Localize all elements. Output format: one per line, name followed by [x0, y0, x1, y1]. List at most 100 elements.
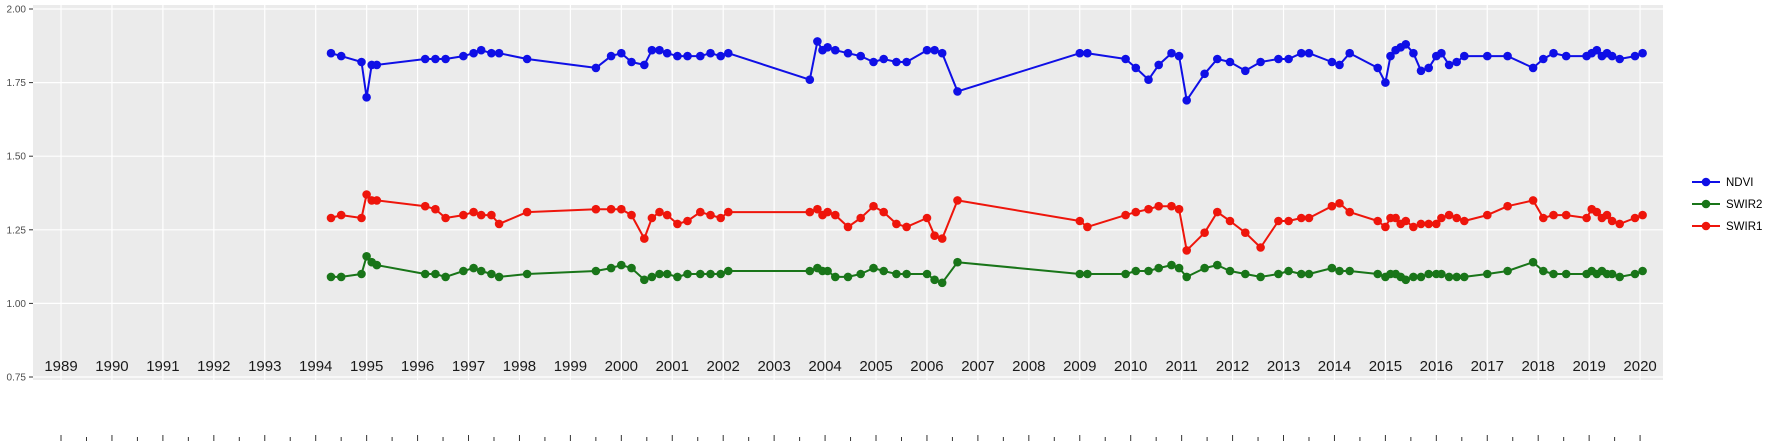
data-point-SWIR2 [1607, 269, 1617, 279]
data-point-SWIR2 [1256, 272, 1265, 282]
data-point-NDVI [1241, 66, 1250, 76]
x-tick-label: 2009 [1063, 358, 1096, 375]
data-point-SWIR1 [431, 204, 440, 214]
data-point-SWIR1 [892, 219, 901, 229]
data-point-SWIR2 [922, 269, 932, 279]
data-point-SWIR2 [1483, 269, 1492, 279]
data-point-NDVI [1154, 60, 1163, 70]
data-point-SWIR1 [1539, 213, 1548, 223]
data-point-SWIR2 [662, 269, 672, 279]
x-tick-label: 1994 [299, 358, 332, 375]
data-point-SWIR1 [469, 207, 478, 217]
data-point-NDVI [1274, 54, 1283, 64]
x-tick-label: 1993 [248, 358, 281, 375]
data-point-SWIR1 [1213, 207, 1222, 217]
data-point-SWIR1 [1602, 210, 1612, 220]
data-point-SWIR2 [1460, 272, 1469, 282]
data-point-SWIR1 [617, 204, 626, 214]
data-point-SWIR1 [1615, 219, 1624, 229]
data-point-SWIR2 [1075, 269, 1085, 279]
data-point-NDVI [1200, 69, 1209, 79]
data-point-SWIR2 [441, 272, 450, 282]
data-point-NDVI [1131, 63, 1141, 73]
data-point-SWIR2 [469, 263, 478, 273]
data-point-SWIR2 [1437, 269, 1446, 279]
data-point-SWIR1 [487, 210, 496, 220]
data-point-SWIR2 [655, 269, 664, 279]
data-point-SWIR1 [357, 213, 366, 223]
legend-label: NDVI [1726, 177, 1753, 189]
data-point-SWIR2 [1304, 269, 1314, 279]
data-point-SWIR1 [831, 210, 840, 220]
data-point-NDVI [1121, 54, 1130, 64]
data-point-SWIR2 [1241, 269, 1250, 279]
data-point-SWIR2 [716, 269, 725, 279]
data-point-SWIR2 [1630, 269, 1640, 279]
data-point-SWIR2 [1213, 260, 1222, 270]
data-point-SWIR2 [1083, 269, 1092, 279]
data-point-SWIR1 [1452, 213, 1461, 223]
data-point-SWIR2 [1345, 266, 1354, 276]
y-tick-label: 1.75 [7, 78, 27, 89]
data-point-SWIR2 [372, 260, 382, 270]
data-point-SWIR2 [522, 269, 532, 279]
data-point-NDVI [1409, 48, 1418, 58]
data-point-SWIR2 [420, 269, 430, 279]
data-point-SWIR1 [1345, 207, 1354, 217]
data-point-SWIR1 [1304, 213, 1314, 223]
data-point-SWIR1 [1561, 210, 1571, 220]
data-point-NDVI [494, 48, 504, 58]
data-point-SWIR1 [1424, 219, 1433, 229]
data-point-SWIR1 [1335, 199, 1344, 208]
data-point-SWIR1 [591, 204, 601, 214]
data-point-SWIR2 [1121, 269, 1130, 279]
data-point-SWIR2 [683, 269, 692, 279]
data-point-SWIR1 [459, 210, 468, 220]
data-point-SWIR1 [1437, 213, 1446, 223]
data-point-NDVI [1213, 54, 1222, 64]
data-point-SWIR1 [1284, 216, 1293, 226]
data-point-NDVI [716, 51, 725, 61]
data-point-NDVI [673, 51, 682, 61]
data-point-SWIR2 [1167, 260, 1176, 270]
data-point-SWIR1 [673, 219, 682, 229]
x-tick-label: 2013 [1267, 358, 1300, 375]
data-point-SWIR2 [892, 269, 901, 279]
data-point-NDVI [1528, 63, 1538, 73]
x-tick-label: 2001 [656, 358, 689, 375]
data-point-SWIR2 [724, 266, 733, 276]
data-point-SWIR1 [856, 213, 865, 223]
data-point-SWIR1 [372, 196, 382, 205]
data-point-NDVI [1503, 51, 1512, 61]
data-point-SWIR2 [1327, 263, 1337, 273]
data-point-SWIR2 [617, 260, 626, 270]
data-point-SWIR1 [1167, 201, 1176, 211]
data-point-NDVI [1256, 57, 1265, 67]
data-point-NDVI [1304, 48, 1314, 58]
data-point-SWIR2 [869, 263, 878, 273]
data-point-SWIR1 [683, 216, 692, 226]
data-point-SWIR2 [1539, 266, 1548, 276]
data-point-SWIR1 [362, 190, 371, 199]
data-point-NDVI [922, 45, 932, 55]
data-point-NDVI [696, 51, 705, 61]
data-point-SWIR1 [937, 234, 947, 243]
x-tick-label: 2010 [1114, 358, 1147, 375]
data-point-SWIR1 [1256, 243, 1265, 252]
data-point-SWIR1 [1154, 201, 1163, 211]
data-point-SWIR1 [696, 207, 705, 217]
x-tick-label: 2011 [1166, 358, 1198, 375]
data-point-SWIR1 [606, 204, 616, 214]
data-point-NDVI [1460, 51, 1469, 61]
data-point-SWIR2 [673, 272, 682, 282]
data-point-SWIR2 [431, 269, 440, 279]
data-point-SWIR1 [1549, 210, 1558, 220]
data-point-NDVI [1174, 51, 1184, 61]
data-point-SWIR2 [362, 251, 371, 261]
data-point-NDVI [1615, 54, 1624, 64]
data-point-NDVI [1607, 51, 1617, 61]
data-point-NDVI [647, 45, 657, 55]
data-point-SWIR1 [1630, 213, 1640, 223]
data-point-SWIR1 [494, 219, 504, 229]
data-point-NDVI [805, 75, 815, 84]
